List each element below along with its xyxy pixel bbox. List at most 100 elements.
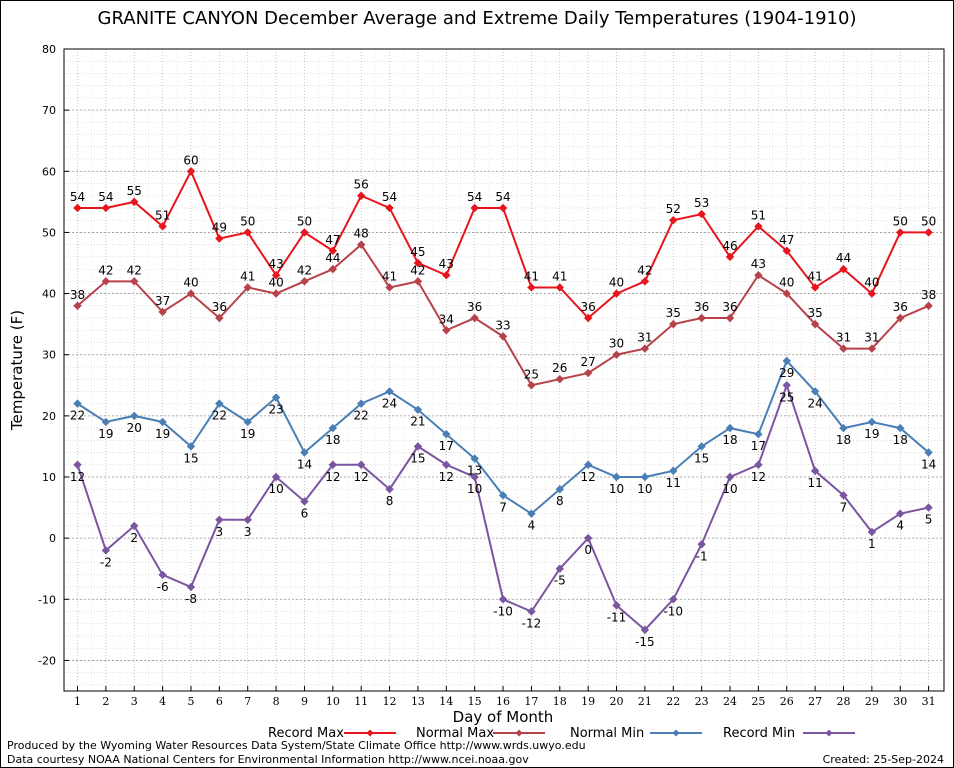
x-tick-label: 24 xyxy=(723,695,737,708)
data-point xyxy=(839,423,848,433)
x-tick-label: 27 xyxy=(808,695,822,708)
y-tick-label: -10 xyxy=(38,593,56,606)
data-point xyxy=(385,283,394,292)
data-label: 41 xyxy=(524,269,539,283)
data-point xyxy=(356,240,366,249)
data-label: 4 xyxy=(528,519,536,533)
data-label: 6 xyxy=(301,506,309,520)
data-point xyxy=(328,264,338,274)
data-label: -1 xyxy=(696,549,708,563)
x-tick-label: 12 xyxy=(383,695,397,708)
data-point xyxy=(640,277,650,286)
data-point xyxy=(896,509,905,518)
y-tick-label: 50 xyxy=(42,226,56,239)
data-point xyxy=(527,509,536,518)
data-label: -15 xyxy=(635,635,655,649)
data-label: 18 xyxy=(722,433,737,447)
data-point xyxy=(839,344,848,353)
series-layer xyxy=(73,167,933,635)
data-label: 54 xyxy=(382,190,397,204)
data-point xyxy=(839,491,848,500)
legend-marker xyxy=(672,729,680,737)
data-point xyxy=(555,283,564,292)
data-point xyxy=(470,203,479,213)
data-label: -2 xyxy=(100,555,112,569)
data-point xyxy=(896,423,905,433)
data-point xyxy=(186,582,196,592)
data-point xyxy=(271,393,281,402)
data-point xyxy=(300,448,309,457)
data-point xyxy=(271,289,281,298)
data-label: 34 xyxy=(439,312,454,326)
data-point xyxy=(640,344,650,353)
x-tick-label: 31 xyxy=(922,695,936,708)
data-point xyxy=(385,203,394,213)
data-label: 43 xyxy=(439,257,454,271)
data-label: 22 xyxy=(354,409,369,423)
data-label: 26 xyxy=(552,361,567,375)
data-label: 51 xyxy=(155,208,170,222)
data-label: 41 xyxy=(382,269,397,283)
data-point xyxy=(243,228,252,237)
x-tick-label: 19 xyxy=(581,695,595,708)
data-point xyxy=(385,485,394,494)
data-point xyxy=(158,570,167,580)
data-label: 10 xyxy=(268,482,283,496)
chart-title: GRANITE CANYON December Average and Extr… xyxy=(97,8,857,29)
data-point xyxy=(583,313,593,323)
data-label: 17 xyxy=(439,439,454,453)
x-tick-label: 4 xyxy=(159,695,166,708)
data-label: 12 xyxy=(354,470,369,484)
data-point xyxy=(73,203,82,213)
data-label: 10 xyxy=(609,482,624,496)
data-point xyxy=(470,313,479,323)
data-point xyxy=(612,601,621,610)
legend-label: Normal Min xyxy=(570,726,644,741)
data-label: 7 xyxy=(840,500,848,514)
y-tick-label: 30 xyxy=(42,349,56,362)
legend-label: Record Max xyxy=(268,726,344,741)
data-label: 35 xyxy=(666,306,681,320)
x-tick-label: 2 xyxy=(102,695,109,708)
data-label: 25 xyxy=(779,390,794,404)
data-label: 40 xyxy=(268,276,283,290)
x-tick-label: 8 xyxy=(273,695,280,708)
data-point xyxy=(101,417,111,427)
data-point xyxy=(73,460,82,469)
x-tick-label: 11 xyxy=(354,695,368,708)
data-label: -8 xyxy=(185,592,197,606)
data-point xyxy=(725,313,735,323)
data-label: 13 xyxy=(467,464,482,478)
data-label: 23 xyxy=(268,403,283,417)
data-label: 50 xyxy=(893,214,908,228)
data-label: 31 xyxy=(836,331,851,345)
data-label: 51 xyxy=(751,208,766,222)
x-tick-label: 10 xyxy=(326,695,340,708)
series-record-max xyxy=(73,167,933,323)
legend-label: Record Min xyxy=(723,726,795,741)
data-label: 54 xyxy=(495,190,510,204)
data-point xyxy=(924,301,933,311)
x-tick-label: 3 xyxy=(131,695,138,708)
legend-label: Normal Max xyxy=(416,726,494,741)
data-point xyxy=(555,564,564,573)
data-label: 12 xyxy=(581,470,596,484)
x-tick-label: 6 xyxy=(216,695,223,708)
data-label: 60 xyxy=(183,153,198,167)
data-point xyxy=(130,521,139,531)
data-point xyxy=(498,595,508,604)
data-label: 18 xyxy=(836,433,851,447)
data-courtesy-credit: Data courtesy NOAA National Centers for … xyxy=(7,753,529,766)
data-point xyxy=(555,374,564,384)
y-tick-label: 0 xyxy=(49,532,56,545)
data-point xyxy=(555,485,564,494)
y-tick-label: -20 xyxy=(38,654,56,667)
data-label: -10 xyxy=(663,604,683,618)
data-label: 22 xyxy=(212,409,227,423)
data-point xyxy=(101,277,111,286)
y-tick-label: 60 xyxy=(42,165,56,178)
data-label: 22 xyxy=(70,409,85,423)
data-point xyxy=(498,332,508,341)
data-point xyxy=(442,460,451,469)
data-label: 42 xyxy=(98,263,113,277)
